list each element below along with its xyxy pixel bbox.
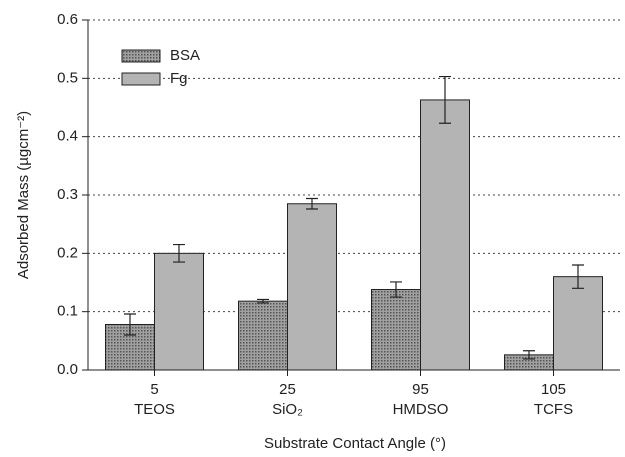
bar [154, 252, 204, 371]
y-tick-label: 0.3 [57, 186, 78, 203]
bar [553, 276, 603, 371]
y-tick-label: 0.1 [57, 303, 78, 320]
error-bar [439, 75, 451, 124]
bar [371, 289, 421, 371]
legend-swatch [121, 72, 161, 86]
legend-label: BSA [170, 47, 200, 64]
error-bar [523, 350, 535, 360]
x-axis-label: Substrate Contact Angle (°) [264, 435, 446, 452]
x-tick-sublabel: SiO₂ [272, 401, 303, 418]
y-tick-label: 0.5 [57, 69, 78, 86]
y-tick-label: 0.2 [57, 244, 78, 261]
legend-label: Fg [170, 70, 188, 87]
x-tick-label: 5 [150, 381, 158, 398]
error-bar [572, 264, 584, 289]
error-bar [390, 281, 402, 298]
x-tick-label: 105 [541, 381, 566, 398]
bar [238, 300, 288, 371]
bar [287, 203, 337, 371]
y-tick-label: 0.4 [57, 128, 78, 145]
y-axis-label: Adsorbed Mass (µgcm⁻²) [15, 111, 32, 279]
x-tick-sublabel: TCFS [534, 401, 573, 418]
y-tick-label: 0.6 [57, 11, 78, 28]
x-tick-label: 95 [412, 381, 429, 398]
error-bar [173, 243, 185, 263]
bar [420, 99, 470, 371]
legend-swatch [121, 49, 161, 63]
error-bar [257, 298, 269, 304]
y-tick-label: 0.0 [57, 361, 78, 378]
error-bar [306, 197, 318, 210]
x-tick-sublabel: TEOS [134, 401, 175, 418]
x-tick-label: 25 [279, 381, 296, 398]
error-bar [124, 313, 136, 336]
x-tick-sublabel: HMDSO [393, 401, 449, 418]
